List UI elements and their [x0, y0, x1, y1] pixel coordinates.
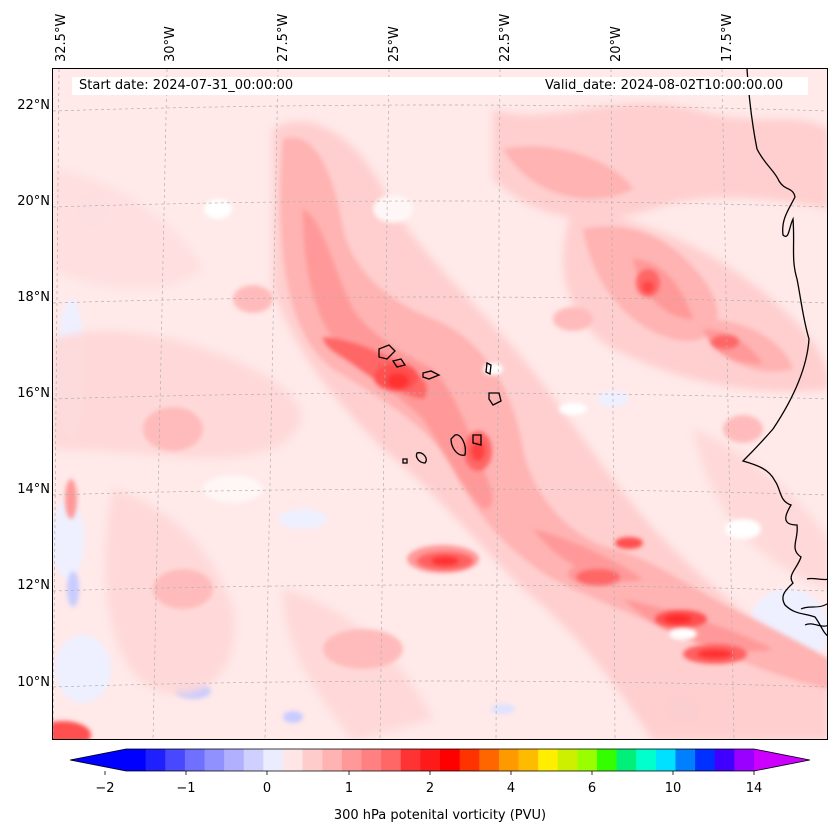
- colorbar-tick-label: 2: [425, 781, 435, 796]
- islands-bijagos: [804, 623, 827, 627]
- colorbar-outline: [70, 748, 810, 772]
- colorbar-segment: [636, 749, 657, 771]
- colorbar-segment: [400, 749, 421, 771]
- lon-label-20w: 20°W: [609, 26, 624, 62]
- lon-label-22-5w: 22.5°W: [498, 13, 513, 62]
- lat-label-18n: 18°N: [17, 290, 50, 305]
- pv-maxima: [53, 269, 747, 739]
- colorbar-segment: [498, 749, 520, 771]
- colorbar-segment: [263, 749, 284, 771]
- colorbar-segment: [557, 749, 578, 771]
- lon-label-32-5w: 32.5°W: [54, 13, 69, 62]
- lat-label-12n: 12°N: [17, 578, 50, 593]
- colorbar-label: 300 hPa potenital vorticity (PVU): [333, 808, 547, 823]
- colorbar-tick-label: 0: [262, 781, 272, 796]
- map-panel[interactable]: [52, 68, 828, 740]
- colorbar-segment: [538, 749, 559, 771]
- start-date-text: Start date: 2024-07-31_00:00:00: [79, 78, 294, 93]
- header-background: [72, 77, 808, 95]
- colorbar-segment: [655, 749, 677, 771]
- colorbar-segment: [204, 749, 225, 771]
- africa-coastline: [741, 69, 827, 637]
- colorbar-ticks: [104, 771, 755, 775]
- colorbar-segment: [597, 749, 618, 771]
- colorbar-segment: [361, 749, 382, 771]
- valid-date-text: Valid_date: 2024-08-02T10:00:00.00: [545, 78, 784, 93]
- guinea-coast: [800, 603, 827, 610]
- colorbar-segment: [302, 749, 323, 771]
- gambia-coast: [806, 577, 827, 581]
- colorbar-under-arrow: [70, 749, 126, 771]
- graticule: [53, 69, 827, 739]
- colorbar-segment: [224, 749, 245, 771]
- colorbar-tick-label: 1: [344, 781, 354, 796]
- colorbar-segment: [479, 749, 500, 771]
- colorbar-tick-label: −1: [176, 781, 196, 796]
- colorbar-segments: [126, 749, 755, 771]
- colorbar-segment: [145, 749, 166, 771]
- lon-label-27-5w: 27.5°W: [276, 13, 291, 62]
- colorbar-segment: [440, 749, 461, 771]
- colorbar-tick-label: −2: [95, 781, 115, 796]
- lat-label-16n: 16°N: [17, 386, 50, 401]
- colorbar: [70, 748, 810, 775]
- colorbar-tick-label: 6: [587, 781, 597, 796]
- pv-field: [53, 69, 827, 739]
- lat-label-20n: 20°N: [17, 194, 50, 209]
- lat-label-22n: 22°N: [17, 98, 50, 113]
- colorbar-segment: [459, 749, 480, 771]
- colorbar-segment: [420, 749, 441, 771]
- colorbar-segment: [675, 749, 696, 771]
- colorbar-segment: [243, 749, 264, 771]
- colorbar-segment: [126, 749, 147, 771]
- lat-label-14n: 14°N: [17, 482, 50, 497]
- lon-label-25w: 25°W: [387, 26, 402, 62]
- colorbar-segment: [165, 749, 186, 771]
- colorbar-segment: [341, 749, 363, 771]
- colorbar-tick-label: 10: [664, 781, 682, 796]
- lon-label-30w: 30°W: [163, 26, 178, 62]
- colorbar-segment: [518, 749, 539, 771]
- colorbar-segment: [695, 749, 716, 771]
- lat-label-10n: 10°N: [17, 675, 50, 690]
- colorbar-segment: [322, 749, 343, 771]
- cape-verde-islands: [378, 344, 502, 464]
- colorbar-tick-label: 14: [745, 781, 763, 796]
- colorbar-segment: [381, 749, 402, 771]
- colorbar-segment: [283, 749, 304, 771]
- white-pockets: [203, 195, 761, 640]
- colorbar-segment: [616, 749, 637, 771]
- colorbar-tick-label: 4: [506, 781, 516, 796]
- colorbar-segment: [184, 749, 206, 771]
- colorbar-segment: [714, 749, 735, 771]
- colorbar-segment: [734, 749, 755, 771]
- colorbar-segment: [577, 749, 598, 771]
- colorbar-over-arrow: [754, 749, 810, 771]
- lon-label-17-5w: 17.5°W: [720, 13, 735, 62]
